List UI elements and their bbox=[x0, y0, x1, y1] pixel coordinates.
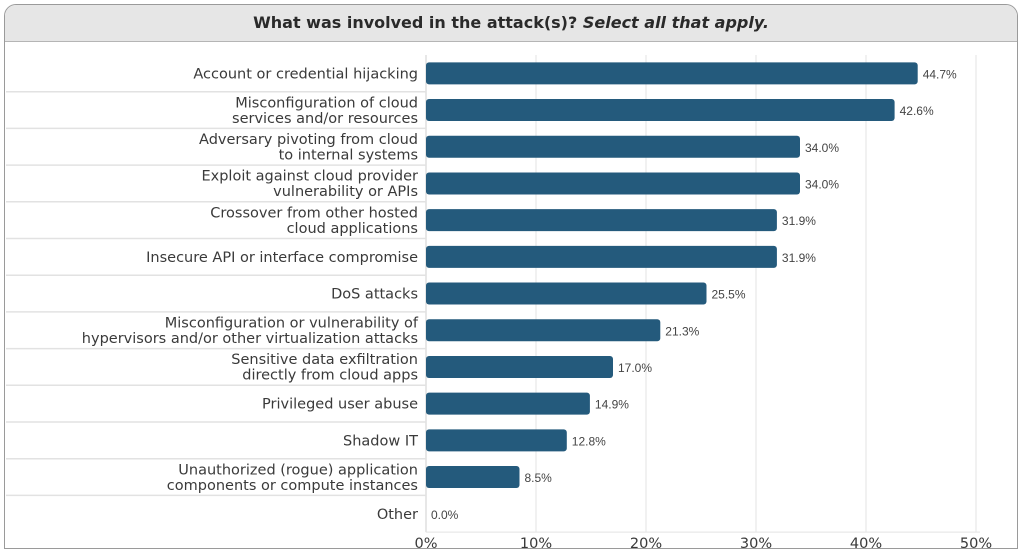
category-label: Crossover from other hosted bbox=[210, 205, 418, 221]
bar bbox=[426, 429, 567, 452]
category-label: Other bbox=[377, 507, 418, 523]
category-label: Exploit against cloud provider bbox=[201, 169, 418, 185]
category-label: hypervisors and/or other virtualization … bbox=[82, 331, 418, 347]
data-label: 42.6% bbox=[900, 104, 934, 118]
bar bbox=[426, 282, 707, 305]
data-label: 25.5% bbox=[712, 288, 746, 302]
x-tick-label: 50% bbox=[960, 536, 992, 552]
chart-title-bar: What was involved in the attack(s)? Sele… bbox=[5, 5, 1017, 42]
data-label: 8.5% bbox=[525, 471, 553, 485]
data-label: 14.9% bbox=[595, 398, 629, 412]
category-label: Misconfiguration or vulnerability of bbox=[165, 316, 419, 332]
chart-frame bbox=[4, 4, 1018, 549]
bar bbox=[426, 172, 800, 195]
chart-subtitle: Select all that apply. bbox=[582, 13, 769, 32]
data-label: 0.0% bbox=[431, 508, 459, 522]
category-label: Account or credential hijacking bbox=[193, 66, 418, 82]
category-label: vulnerability or APIs bbox=[273, 184, 418, 200]
bar bbox=[426, 355, 613, 378]
category-label: Misconfiguration of cloud bbox=[235, 95, 418, 111]
category-label: DoS attacks bbox=[331, 287, 418, 303]
x-tick-label: 10% bbox=[520, 536, 552, 552]
data-label: 44.7% bbox=[923, 67, 957, 81]
data-label: 34.0% bbox=[805, 141, 839, 155]
x-tick-label: 20% bbox=[630, 536, 662, 552]
bar bbox=[426, 392, 590, 415]
data-label: 17.0% bbox=[618, 361, 652, 375]
x-tick-label: 40% bbox=[850, 536, 882, 552]
bar bbox=[426, 62, 918, 85]
data-label: 34.0% bbox=[805, 177, 839, 191]
category-label: services and/or resources bbox=[232, 111, 418, 127]
x-tick-label: 0% bbox=[414, 536, 437, 552]
bar bbox=[426, 319, 661, 342]
x-tick-label: 30% bbox=[740, 536, 772, 552]
category-label: Unauthorized (rogue) application bbox=[178, 462, 418, 478]
bar bbox=[426, 99, 895, 122]
category-label: components or compute instances bbox=[167, 478, 418, 494]
bar bbox=[426, 209, 777, 232]
data-label: 21.3% bbox=[665, 324, 699, 338]
category-label: to internal systems bbox=[279, 148, 418, 164]
category-label: Shadow IT bbox=[343, 433, 418, 449]
category-label: cloud applications bbox=[287, 221, 418, 237]
bar bbox=[426, 135, 800, 158]
data-label: 31.9% bbox=[782, 214, 816, 228]
data-label: 31.9% bbox=[782, 251, 816, 265]
category-label: Sensitive data exfiltration bbox=[231, 352, 418, 368]
chart-title: What was involved in the attack(s)? bbox=[253, 13, 578, 32]
bar bbox=[426, 466, 520, 489]
bar bbox=[426, 245, 777, 268]
category-label: Adversary pivoting from cloud bbox=[199, 132, 418, 148]
category-label: Insecure API or interface compromise bbox=[146, 250, 418, 266]
category-label: directly from cloud apps bbox=[242, 368, 418, 384]
category-label: Privileged user abuse bbox=[262, 397, 418, 413]
data-label: 12.8% bbox=[572, 434, 606, 448]
